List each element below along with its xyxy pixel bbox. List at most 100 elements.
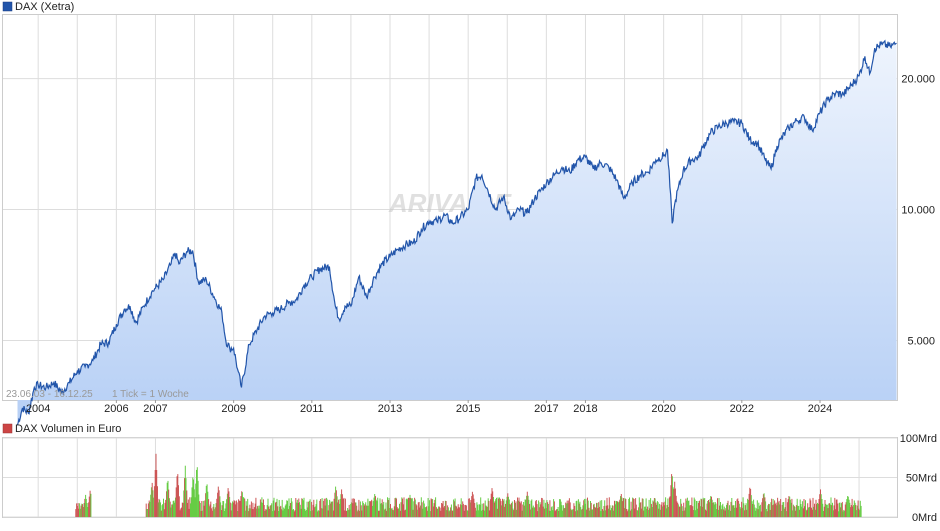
volume-bar: [597, 508, 599, 517]
volume-bar: [177, 474, 179, 517]
volume-bar: [800, 504, 802, 517]
volume-bar: [461, 505, 463, 517]
volume-bar: [810, 500, 812, 517]
volume-bar: [411, 498, 412, 517]
volume-bar: [705, 509, 706, 517]
volume-bar: [494, 501, 496, 517]
volume-bar: [344, 510, 346, 517]
volume-bar: [540, 504, 542, 517]
volume-bar: [441, 503, 443, 517]
volume-bar: [223, 501, 225, 517]
volume-bar: [739, 507, 741, 517]
volume-bar: [305, 510, 306, 517]
volume-bar: [591, 509, 593, 517]
volume-bar: [811, 507, 812, 517]
volume-bar: [589, 510, 591, 517]
volume-bar: [594, 506, 596, 517]
volume-bar: [422, 508, 424, 517]
volume-bar: [614, 504, 616, 517]
volume-bar: [553, 499, 555, 517]
volume-bar: [833, 505, 835, 517]
volume-bar: [436, 508, 438, 517]
volume-bar: [760, 511, 762, 517]
volume-bar: [411, 498, 413, 517]
volume-bar: [240, 496, 242, 517]
volume-bar: [292, 509, 294, 517]
volume-bar: [415, 504, 417, 517]
volume-bar: [317, 511, 319, 517]
volume-bar: [261, 497, 263, 517]
volume-bar: [735, 507, 737, 517]
volume-bar: [714, 502, 716, 517]
volume-bar: [396, 498, 397, 517]
volume-bar: [397, 508, 399, 517]
volume-bar: [253, 507, 255, 517]
volume-bar: [577, 510, 579, 517]
volume-bar: [687, 501, 689, 517]
volume-bar: [718, 498, 720, 517]
volume-bar: [516, 509, 518, 517]
volume-bar: [571, 509, 573, 517]
volume-bar: [775, 502, 777, 517]
volume-bar: [764, 497, 766, 517]
volume-bar: [154, 470, 156, 517]
volume-bar: [282, 510, 284, 517]
volume-bar: [344, 498, 346, 517]
volume-bar: [807, 503, 809, 517]
volume-bar: [576, 500, 578, 517]
volume-bar: [366, 505, 368, 517]
volume-bar: [230, 510, 232, 517]
volume-bar: [323, 500, 325, 517]
volume-bar: [535, 500, 537, 517]
volume-bar: [169, 501, 171, 517]
volume-bar: [180, 508, 182, 517]
volume-bar: [321, 498, 323, 517]
volume-bar: [734, 507, 736, 517]
volume-bar: [187, 502, 188, 517]
volume-bar: [532, 507, 534, 517]
volume-bar: [789, 499, 791, 517]
volume-bar: [716, 509, 718, 517]
volume-bar: [574, 511, 576, 517]
volume-bar: [168, 489, 170, 517]
volume-bar: [667, 498, 669, 517]
volume-bar: [181, 502, 183, 517]
volume-bar: [513, 510, 515, 517]
volume-bar: [166, 482, 168, 517]
volume-bar: [172, 500, 174, 517]
volume-bar: [517, 500, 519, 517]
volume-bar: [726, 504, 727, 517]
volume-bar: [484, 500, 486, 517]
volume-bar: [311, 510, 313, 517]
volume-bar: [148, 500, 150, 517]
volume-bar: [294, 510, 296, 517]
volume-bar: [759, 505, 761, 517]
volume-bar: [682, 511, 684, 517]
volume-bar: [338, 503, 340, 517]
volume-bar: [811, 509, 813, 517]
volume-bar: [450, 507, 452, 517]
volume-bar: [804, 506, 806, 517]
volume-bar: [410, 497, 412, 517]
volume-bar: [538, 507, 540, 517]
volume-bar: [578, 503, 580, 517]
volume-bar: [390, 504, 391, 517]
volume-bar: [82, 507, 84, 517]
volume-bar: [671, 474, 673, 517]
volume-bar: [557, 507, 559, 517]
volume-bar: [156, 470, 158, 517]
volume-bar: [228, 491, 230, 517]
volume-bar: [521, 510, 523, 517]
volume-bar: [462, 503, 464, 517]
volume-bar: [646, 508, 648, 517]
volume-bar: [272, 511, 273, 517]
volume-bar: [689, 505, 691, 517]
volume-bar: [751, 501, 753, 517]
volume-bar: [259, 505, 261, 517]
volume-bar: [459, 504, 461, 517]
volume-bar: [815, 499, 817, 517]
volume-bar: [795, 510, 797, 517]
volume-bar: [602, 510, 604, 517]
volume-bar: [559, 499, 561, 517]
volume-bar: [424, 507, 426, 517]
